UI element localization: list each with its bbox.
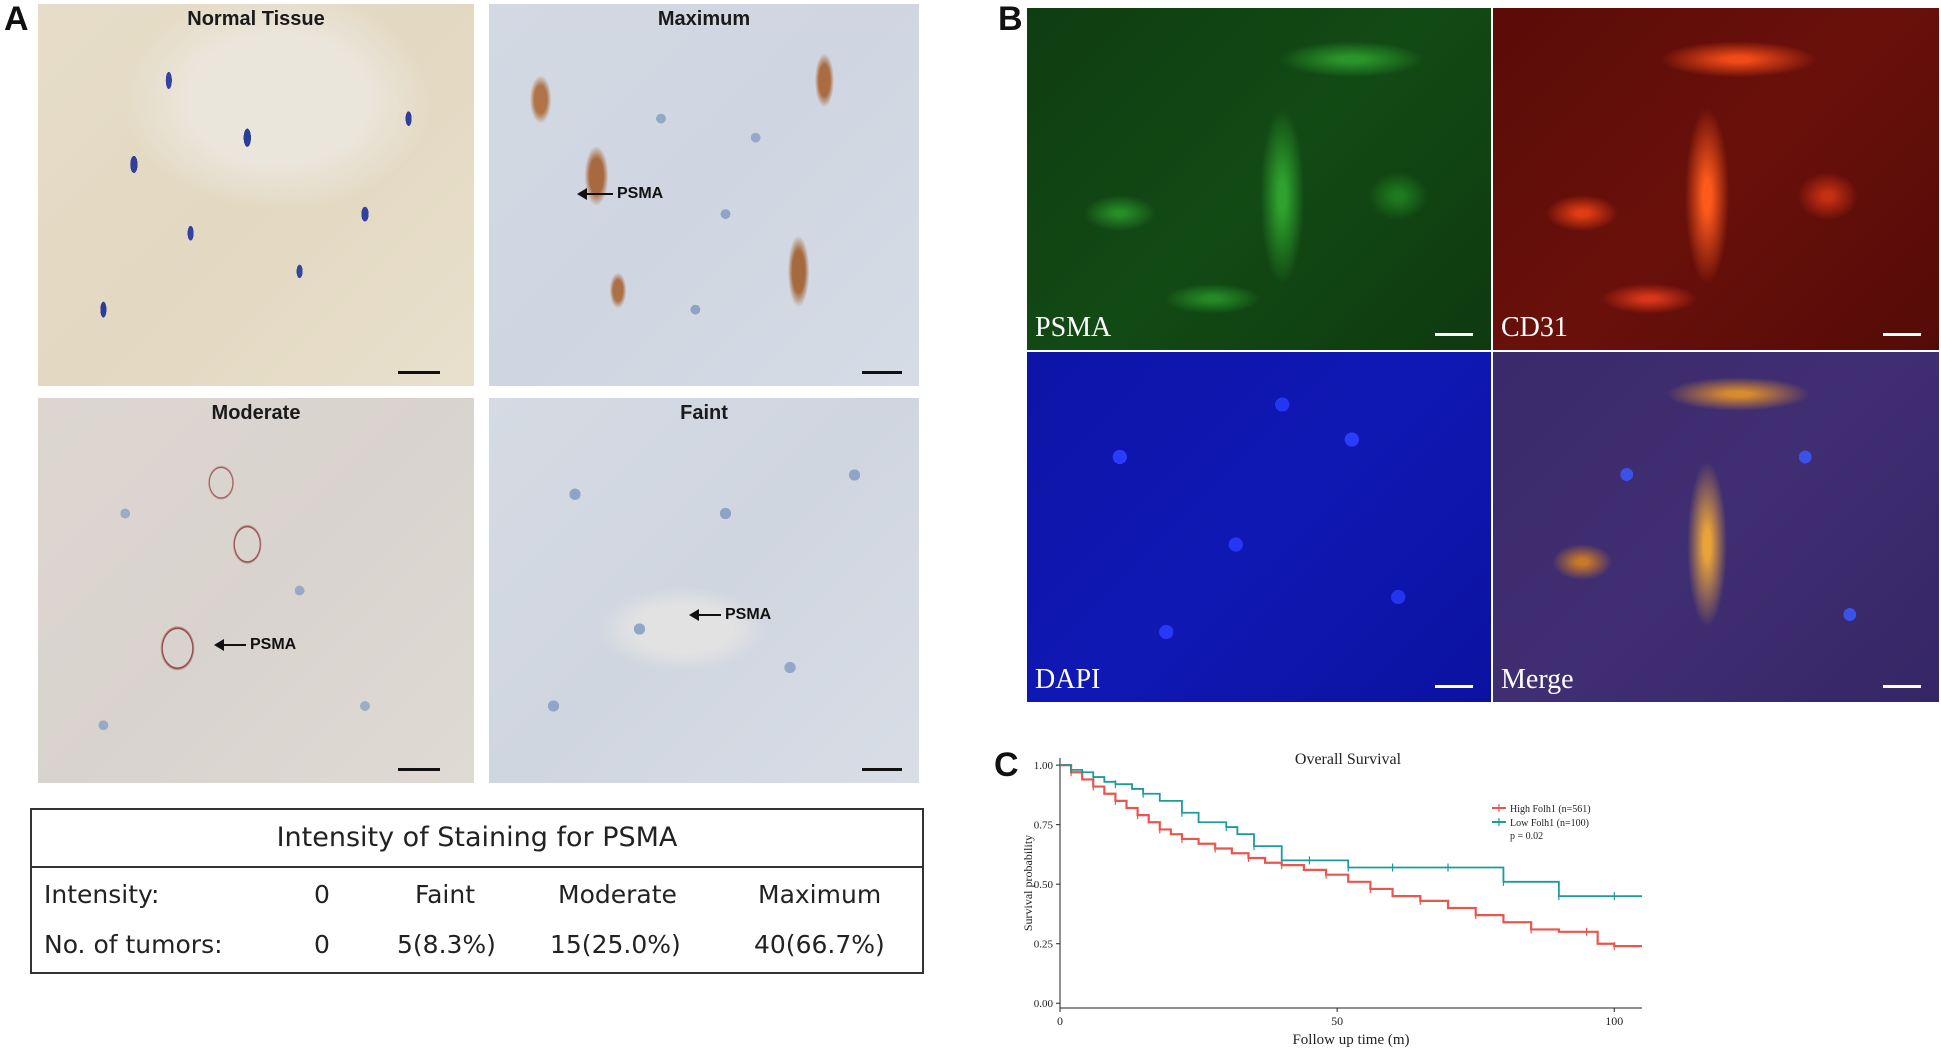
intensity-faint: Faint xyxy=(415,880,475,909)
arrow-icon xyxy=(689,608,721,621)
intensity-moderate: Moderate xyxy=(558,880,677,909)
y-tick-label: 0.50 xyxy=(1034,879,1054,891)
scale-bar xyxy=(1883,685,1921,688)
ihc-maximum-title: Maximum xyxy=(657,8,751,30)
ihc-faint-image: Faint PSMA xyxy=(489,398,919,783)
panel-label-c: C xyxy=(994,746,1019,784)
panel-label-a: A xyxy=(4,0,29,38)
legend-label: High Folh1 (n=561) xyxy=(1510,804,1591,815)
x-tick-label: 0 xyxy=(1057,1014,1063,1028)
intensity-maximum: Maximum xyxy=(758,880,882,909)
scale-bar xyxy=(1883,333,1921,336)
psma-label: PSMA xyxy=(725,606,772,623)
survival-chart: Overall Survival 0.00 0.25 0.50 0.75 1.00 0 50… xyxy=(1021,751,1642,1048)
fluorescence-cd31-image: CD31 xyxy=(1493,8,1939,350)
staining-table-title: Intensity of Staining for PSMA xyxy=(276,822,678,853)
tumors-moderate: 15(25.0%) xyxy=(550,930,681,959)
y-tick-label: 0.75 xyxy=(1034,820,1054,832)
tumors-zero: 0 xyxy=(314,930,330,959)
fluorescence-psma-image: PSMA xyxy=(1027,8,1491,350)
ihc-maximum-image: Maximum PSMA xyxy=(489,4,919,386)
survival-curve-low xyxy=(1060,764,1642,897)
ihc-faint-title: Faint xyxy=(680,402,728,424)
scale-bar xyxy=(1435,685,1473,688)
scale-bar xyxy=(398,768,440,771)
intensity-row-label: Intensity: xyxy=(44,880,160,909)
panel-label-b: B xyxy=(998,0,1023,38)
tumors-faint: 5(8.3%) xyxy=(397,930,496,959)
dapi-channel-label: DAPI xyxy=(1035,664,1101,695)
y-tick-label: 0.00 xyxy=(1034,998,1054,1010)
x-tick-label: 100 xyxy=(1605,1014,1623,1028)
y-axis-label: Survival probability xyxy=(1021,835,1035,931)
ihc-moderate-title: Moderate xyxy=(211,402,301,424)
psma-label: PSMA xyxy=(250,636,297,653)
intensity-zero: 0 xyxy=(314,880,330,909)
x-axis-label: Follow up time (m) xyxy=(1292,1032,1409,1048)
cd31-channel-label: CD31 xyxy=(1501,312,1568,343)
fluorescence-dapi-image: DAPI xyxy=(1027,352,1491,702)
tumors-maximum: 40(66.7%) xyxy=(754,930,885,959)
p-value-annotation: p = 0.02 xyxy=(1510,831,1543,842)
scale-bar xyxy=(1435,333,1473,336)
survival-curve-high xyxy=(1060,764,1642,948)
chart-title: Overall Survival xyxy=(1295,751,1402,768)
psma-arrow-label-moderate: PSMA xyxy=(214,636,297,654)
psma-channel-label: PSMA xyxy=(1035,312,1112,343)
ihc-normal-title: Normal Tissue xyxy=(187,8,325,30)
y-tick-label: 0.25 xyxy=(1034,939,1054,951)
ihc-normal-tissue-image: Normal Tissue xyxy=(38,4,474,386)
arrow-icon xyxy=(577,187,613,200)
psma-arrow-label-faint: PSMA xyxy=(689,606,772,624)
scale-bar xyxy=(862,371,902,374)
legend-label: Low Folh1 (n=100) xyxy=(1510,818,1589,829)
psma-arrow-label-maximum: PSMA xyxy=(577,185,664,203)
merge-channel-label: Merge xyxy=(1501,664,1574,695)
fluorescence-merge-image: Merge xyxy=(1493,352,1939,702)
arrow-icon xyxy=(214,638,246,651)
y-tick-label: 1.00 xyxy=(1034,760,1054,772)
tumors-row-label: No. of tumors: xyxy=(44,930,223,959)
x-tick-label: 50 xyxy=(1331,1014,1343,1028)
ihc-moderate-image: Moderate PSMA xyxy=(38,398,474,783)
psma-label: PSMA xyxy=(617,185,664,202)
staining-table-title-rule xyxy=(32,866,922,868)
scale-bar xyxy=(398,371,440,374)
staining-intensity-table: Intensity of Staining for PSMA Intensity… xyxy=(30,808,924,974)
scale-bar xyxy=(862,768,902,771)
